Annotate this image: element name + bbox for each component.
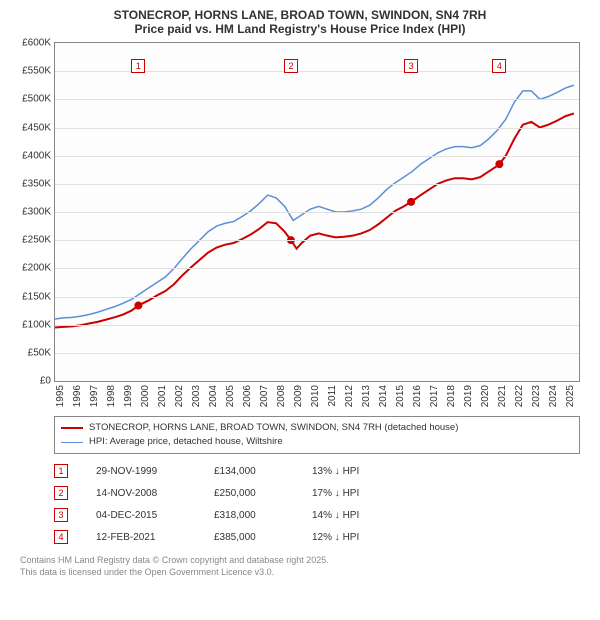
- sales-index: 3: [54, 508, 68, 522]
- legend-label: STONECROP, HORNS LANE, BROAD TOWN, SWIND…: [89, 421, 458, 435]
- x-tick-label: 2012: [344, 385, 355, 407]
- annotation-marker: 3: [404, 59, 418, 73]
- gridline-h: [55, 156, 579, 157]
- sales-delta: 14% ↓ HPI: [312, 510, 402, 521]
- gridline-h: [55, 99, 579, 100]
- legend-row: STONECROP, HORNS LANE, BROAD TOWN, SWIND…: [61, 421, 573, 435]
- y-tick-label: £500K: [22, 94, 51, 105]
- sales-price: £250,000: [214, 488, 284, 499]
- annotation-marker: 1: [131, 59, 145, 73]
- y-tick-label: £100K: [22, 319, 51, 330]
- y-tick-label: £400K: [22, 150, 51, 161]
- x-tick-label: 2019: [463, 385, 474, 407]
- gridline-h: [55, 128, 579, 129]
- y-tick-label: £350K: [22, 178, 51, 189]
- sales-price: £385,000: [214, 532, 284, 543]
- x-tick-label: 2005: [225, 385, 236, 407]
- sales-date: 12-FEB-2021: [96, 532, 186, 543]
- footer-line1: Contains HM Land Registry data © Crown c…: [20, 554, 580, 566]
- gridline-h: [55, 184, 579, 185]
- sale-marker: [495, 160, 503, 168]
- gridline-h: [55, 268, 579, 269]
- sales-delta: 17% ↓ HPI: [312, 488, 402, 499]
- chart-container: STONECROP, HORNS LANE, BROAD TOWN, SWIND…: [0, 0, 600, 582]
- x-tick-label: 2014: [378, 385, 389, 407]
- x-tick-label: 2022: [514, 385, 525, 407]
- legend-row: HPI: Average price, detached house, Wilt…: [61, 435, 573, 449]
- gridline-h: [55, 240, 579, 241]
- x-tick-label: 2015: [395, 385, 406, 407]
- annotation-marker: 4: [492, 59, 506, 73]
- x-tick-label: 1999: [123, 385, 134, 407]
- x-tick-label: 2025: [565, 385, 576, 407]
- x-tick-label: 2010: [310, 385, 321, 407]
- sale-marker: [134, 302, 142, 310]
- x-tick-label: 2000: [140, 385, 151, 407]
- sales-date: 14-NOV-2008: [96, 488, 186, 499]
- x-tick-label: 2011: [327, 385, 338, 407]
- y-tick-label: £150K: [22, 291, 51, 302]
- gridline-h: [55, 325, 579, 326]
- sales-price: £134,000: [214, 466, 284, 477]
- sales-delta: 12% ↓ HPI: [312, 532, 402, 543]
- y-tick-label: £250K: [22, 235, 51, 246]
- x-tick-label: 2006: [242, 385, 253, 407]
- sales-index: 2: [54, 486, 68, 500]
- sales-row: 2 14-NOV-2008 £250,000 17% ↓ HPI: [54, 482, 580, 504]
- sales-index: 1: [54, 464, 68, 478]
- x-tick-label: 2016: [412, 385, 423, 407]
- gridline-h: [55, 353, 579, 354]
- x-tick-label: 2018: [446, 385, 457, 407]
- x-tick-label: 1997: [89, 385, 100, 407]
- y-tick-label: £50K: [28, 347, 51, 358]
- y-tick-label: £550K: [22, 66, 51, 77]
- sales-row: 1 29-NOV-1999 £134,000 13% ↓ HPI: [54, 460, 580, 482]
- plot-area: £0£50K£100K£150K£200K£250K£300K£350K£400…: [54, 42, 580, 382]
- legend-swatch: [61, 427, 83, 429]
- x-tick-label: 2021: [497, 385, 508, 407]
- x-tick-label: 2020: [480, 385, 491, 407]
- sale-marker: [407, 198, 415, 206]
- x-tick-label: 2003: [191, 385, 202, 407]
- sales-price: £318,000: [214, 510, 284, 521]
- gridline-h: [55, 212, 579, 213]
- x-tick-label: 2001: [157, 385, 168, 407]
- x-tick-label: 2009: [293, 385, 304, 407]
- y-tick-label: £300K: [22, 207, 51, 218]
- gridline-h: [55, 297, 579, 298]
- x-tick-label: 2002: [174, 385, 185, 407]
- sales-date: 04-DEC-2015: [96, 510, 186, 521]
- x-tick-label: 2007: [259, 385, 270, 407]
- sales-table: 1 29-NOV-1999 £134,000 13% ↓ HPI 2 14-NOV-200…: [54, 460, 580, 548]
- x-tick-label: 1995: [55, 385, 66, 407]
- x-tick-label: 2017: [429, 385, 440, 407]
- x-tick-label: 2024: [548, 385, 559, 407]
- sales-date: 29-NOV-1999: [96, 466, 186, 477]
- y-tick-label: £600K: [22, 38, 51, 49]
- x-tick-label: 2023: [531, 385, 542, 407]
- legend: STONECROP, HORNS LANE, BROAD TOWN, SWIND…: [54, 416, 580, 454]
- chart-title-line2: Price paid vs. HM Land Registry's House …: [10, 22, 590, 36]
- footer-attribution: Contains HM Land Registry data © Crown c…: [20, 554, 580, 578]
- x-tick-label: 2013: [361, 385, 372, 407]
- series-property: [55, 113, 574, 327]
- footer-line2: This data is licensed under the Open Gov…: [20, 566, 580, 578]
- sales-row: 4 12-FEB-2021 £385,000 12% ↓ HPI: [54, 526, 580, 548]
- sales-delta: 13% ↓ HPI: [312, 466, 402, 477]
- y-tick-label: £0: [40, 376, 51, 387]
- chart-title-line1: STONECROP, HORNS LANE, BROAD TOWN, SWIND…: [10, 8, 590, 22]
- x-tick-label: 2008: [276, 385, 287, 407]
- x-tick-label: 2004: [208, 385, 219, 407]
- legend-swatch: [61, 442, 83, 443]
- legend-label: HPI: Average price, detached house, Wilt…: [89, 435, 283, 449]
- x-tick-label: 1996: [72, 385, 83, 407]
- annotation-marker: 2: [284, 59, 298, 73]
- y-tick-label: £450K: [22, 122, 51, 133]
- series-hpi: [55, 85, 574, 319]
- sales-row: 3 04-DEC-2015 £318,000 14% ↓ HPI: [54, 504, 580, 526]
- sales-index: 4: [54, 530, 68, 544]
- x-tick-label: 1998: [106, 385, 117, 407]
- y-tick-label: £200K: [22, 263, 51, 274]
